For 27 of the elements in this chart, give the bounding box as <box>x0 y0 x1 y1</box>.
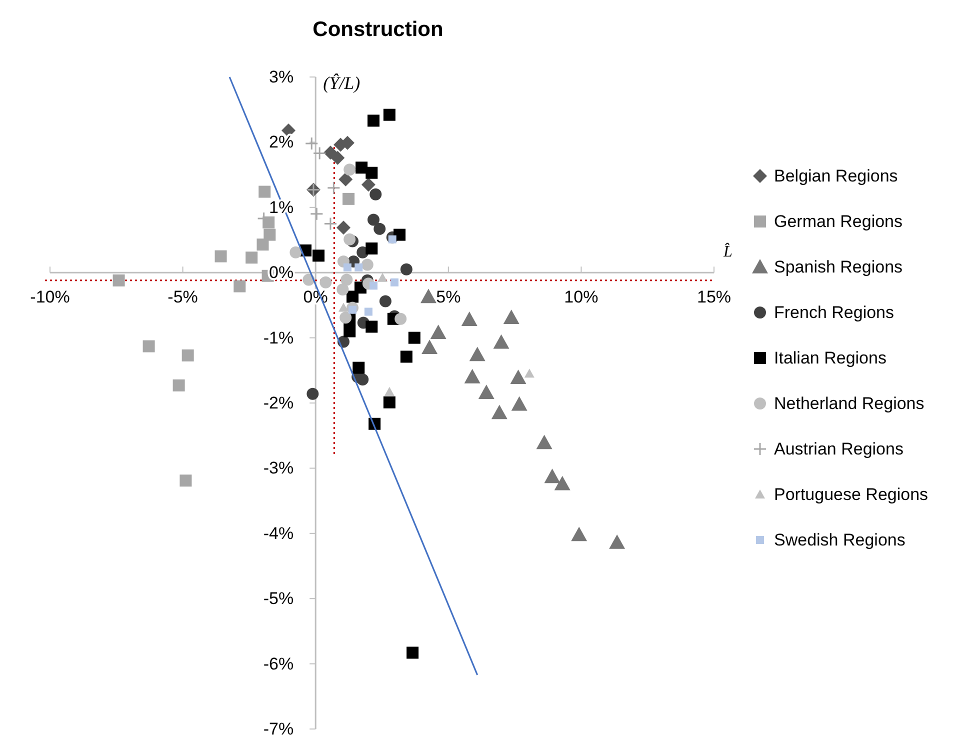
y-tick-label: -7% <box>263 720 294 738</box>
legend-label: Austrian Regions <box>774 440 904 458</box>
y-tick-label: 2% <box>269 132 294 152</box>
x-tick-label: 5% <box>436 288 461 307</box>
y-tick-label: -6% <box>263 654 294 674</box>
legend-label: German Regions <box>774 212 903 231</box>
y-tick-label: -4% <box>263 524 294 543</box>
legend-label: Portuguese Regions <box>774 485 928 504</box>
y-tick-label: -3% <box>263 458 294 478</box>
x-axis-title: L̂ <box>722 242 733 261</box>
x-tick-label: 10% <box>564 288 598 307</box>
y-tick-label: -2% <box>263 394 294 412</box>
y-tick-label: 3% <box>269 68 294 86</box>
legend-label: Italian Regions <box>774 348 886 368</box>
x-tick-label: -5% <box>168 288 198 307</box>
y-axis-title: (Ŷ/L) <box>323 73 360 93</box>
y-tick-label: -5% <box>263 589 294 608</box>
legend-label: Belgian Regions <box>774 166 898 186</box>
y-tick-label: -1% <box>263 328 294 348</box>
legend-label: Netherland Regions <box>774 394 924 413</box>
legend-label: Spanish Regions <box>774 258 903 276</box>
legend-label: French Regions <box>774 303 894 322</box>
legend-label: Swedish Regions <box>774 530 906 550</box>
y-tick-label: 0% <box>269 263 294 282</box>
x-tick-label: -10% <box>30 288 70 307</box>
chart-title: Construction <box>312 18 444 41</box>
x-tick-label: 15% <box>696 288 732 307</box>
